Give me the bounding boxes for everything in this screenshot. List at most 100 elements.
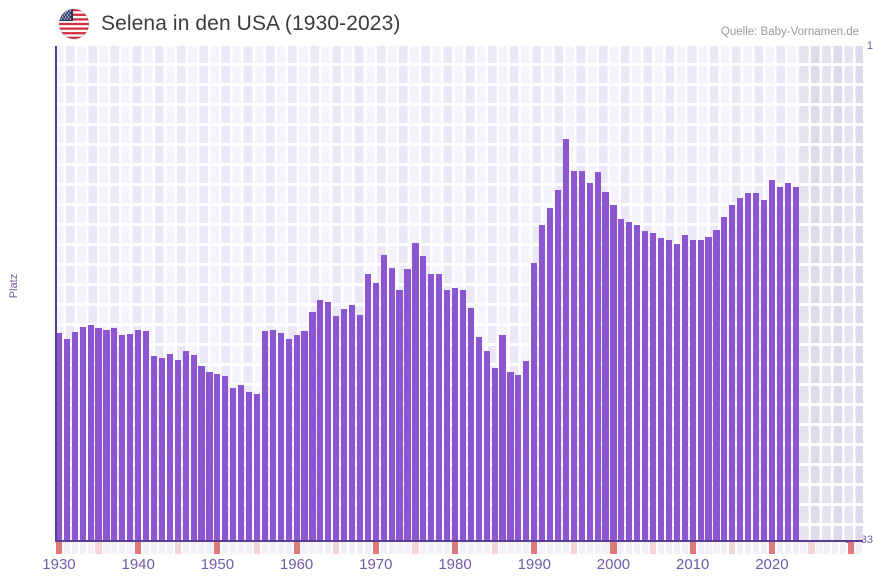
bar[interactable]	[222, 376, 229, 540]
y-axis-title: Platz	[8, 273, 20, 299]
bar[interactable]	[547, 208, 554, 540]
bar[interactable]	[95, 327, 102, 540]
bar[interactable]	[119, 335, 126, 540]
bar[interactable]	[285, 339, 292, 540]
bar[interactable]	[238, 384, 245, 540]
bar[interactable]	[665, 239, 672, 540]
bar[interactable]	[523, 360, 530, 540]
bar[interactable]	[372, 283, 379, 540]
bar[interactable]	[483, 351, 490, 540]
bar[interactable]	[174, 359, 181, 540]
bar[interactable]	[396, 290, 403, 540]
bar[interactable]	[562, 138, 570, 540]
bar[interactable]	[689, 240, 696, 540]
bar[interactable]	[198, 365, 205, 540]
year-marker	[800, 542, 807, 554]
bar[interactable]	[325, 301, 332, 540]
bar[interactable]	[245, 391, 253, 540]
bar[interactable]	[301, 330, 308, 540]
bar[interactable]	[705, 237, 712, 540]
bar[interactable]	[206, 371, 213, 540]
bar[interactable]	[681, 235, 688, 540]
bar[interactable]	[602, 192, 609, 540]
bar[interactable]	[150, 355, 158, 540]
x-axis-tick-1960: 1960	[279, 556, 314, 573]
bar[interactable]	[380, 254, 387, 540]
bar[interactable]	[610, 205, 617, 540]
bar[interactable]	[55, 332, 63, 540]
bar[interactable]	[768, 180, 775, 540]
bar[interactable]	[539, 225, 546, 540]
bar[interactable]	[507, 371, 514, 540]
bar[interactable]	[420, 255, 427, 540]
bar[interactable]	[586, 183, 593, 540]
bar[interactable]	[79, 326, 86, 540]
bar[interactable]	[333, 316, 340, 540]
bar[interactable]	[63, 339, 70, 540]
bar[interactable]	[760, 200, 768, 540]
bar[interactable]	[103, 329, 110, 540]
bar[interactable]	[729, 205, 736, 540]
bar[interactable]	[594, 172, 601, 540]
bar[interactable]	[618, 218, 625, 540]
bar[interactable]	[467, 307, 474, 540]
bar[interactable]	[190, 354, 197, 540]
bar[interactable]	[721, 216, 728, 540]
bar[interactable]	[214, 373, 221, 540]
bar[interactable]	[475, 336, 482, 540]
bar[interactable]	[792, 187, 799, 540]
bar[interactable]	[436, 273, 443, 540]
bar[interactable]	[277, 332, 284, 540]
bar[interactable]	[230, 387, 237, 540]
bar[interactable]	[428, 273, 435, 540]
bar[interactable]	[745, 193, 752, 540]
bar[interactable]	[127, 334, 134, 540]
bar[interactable]	[317, 299, 324, 540]
bar[interactable]	[309, 312, 316, 540]
bar[interactable]	[673, 244, 680, 540]
bar[interactable]	[737, 198, 744, 540]
bar[interactable]	[499, 335, 506, 540]
bar[interactable]	[531, 262, 538, 540]
bar[interactable]	[166, 353, 173, 540]
bar[interactable]	[364, 274, 371, 540]
bar[interactable]	[158, 357, 166, 540]
bar[interactable]	[649, 232, 657, 540]
bar[interactable]	[451, 288, 459, 540]
bar[interactable]	[412, 242, 419, 540]
bar[interactable]	[71, 331, 78, 540]
bar[interactable]	[713, 229, 720, 540]
bar[interactable]	[776, 187, 783, 540]
bar[interactable]	[253, 393, 261, 540]
bar[interactable]	[459, 290, 467, 540]
bar[interactable]	[554, 190, 562, 540]
bar[interactable]	[135, 330, 142, 540]
year-marker	[436, 542, 443, 554]
bar[interactable]	[491, 367, 498, 540]
bar[interactable]	[261, 330, 268, 540]
bar[interactable]	[356, 315, 364, 540]
bar[interactable]	[341, 309, 348, 540]
bar[interactable]	[87, 324, 94, 540]
year-marker	[547, 542, 554, 554]
bar[interactable]	[444, 290, 451, 540]
bar[interactable]	[570, 170, 577, 540]
bar[interactable]	[784, 183, 791, 540]
bar[interactable]	[657, 238, 665, 540]
bar[interactable]	[348, 304, 356, 540]
bar[interactable]	[269, 329, 276, 540]
bar[interactable]	[182, 351, 189, 540]
bar[interactable]	[293, 335, 300, 540]
bar[interactable]	[697, 240, 704, 540]
bar[interactable]	[752, 193, 760, 540]
x-axis-tick-2010: 2010	[675, 556, 710, 573]
bar[interactable]	[143, 330, 150, 540]
bar[interactable]	[404, 269, 411, 540]
bar[interactable]	[111, 327, 118, 540]
bar[interactable]	[578, 171, 585, 540]
bar[interactable]	[626, 222, 633, 540]
bar[interactable]	[642, 230, 649, 540]
bar[interactable]	[515, 374, 522, 540]
bar[interactable]	[634, 225, 641, 540]
bar[interactable]	[388, 267, 395, 540]
